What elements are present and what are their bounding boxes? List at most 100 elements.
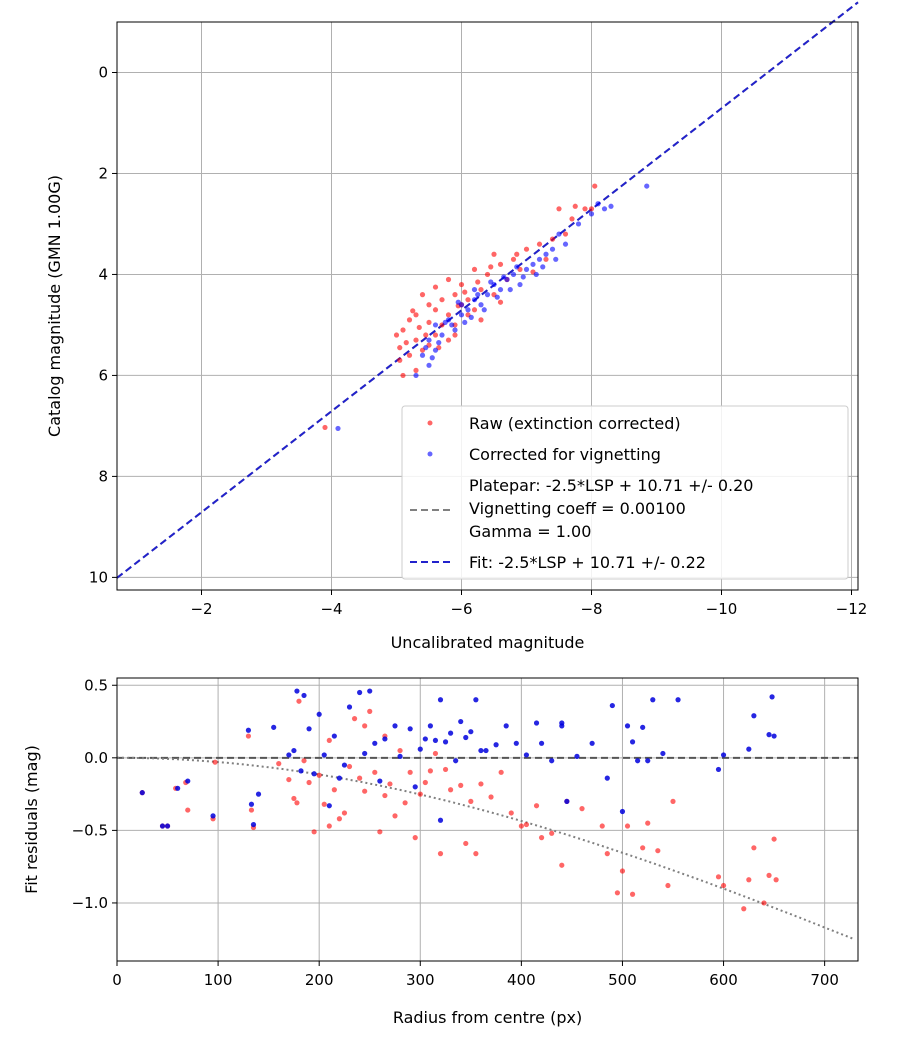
raw-residual-point bbox=[392, 813, 398, 819]
raw-residual-point bbox=[771, 836, 777, 842]
corrected-point bbox=[471, 286, 478, 293]
raw-point bbox=[588, 206, 595, 212]
y-tick-label: 8 bbox=[98, 467, 108, 485]
raw-residual-point bbox=[437, 851, 444, 857]
corrected-point bbox=[562, 241, 569, 247]
raw-point bbox=[465, 297, 471, 303]
raw-point bbox=[416, 324, 422, 331]
corrected-point bbox=[543, 251, 549, 257]
corrected-point bbox=[432, 347, 439, 353]
corrected-point bbox=[540, 264, 546, 270]
residuals-reference-lines bbox=[117, 756, 858, 941]
corrected-residual-point bbox=[715, 766, 722, 773]
corrected-residual-point bbox=[245, 727, 252, 733]
residuals-grid bbox=[116, 678, 858, 961]
legend-gamma-label: Gamma = 1.00 bbox=[469, 522, 591, 541]
corrected-residual-point bbox=[139, 790, 145, 796]
raw-residual-point bbox=[316, 772, 322, 778]
corrected-point bbox=[517, 281, 523, 288]
raw-residual-point bbox=[468, 798, 474, 804]
raw-residual-point bbox=[362, 788, 368, 794]
raw-residual-point bbox=[508, 810, 514, 816]
raw-residual-point bbox=[422, 779, 428, 786]
corrected-point bbox=[523, 266, 530, 272]
corrected-residual-point bbox=[604, 775, 610, 781]
corrected-point bbox=[449, 322, 455, 328]
raw-residual-point bbox=[773, 877, 779, 883]
x-tick-label: 200 bbox=[305, 971, 334, 989]
raw-residual-point bbox=[523, 821, 530, 828]
corrected-residual-point bbox=[463, 734, 469, 741]
raw-residual-point bbox=[624, 823, 631, 829]
corrected-residual-point bbox=[453, 758, 459, 764]
y-tick-label: −0.5 bbox=[72, 821, 108, 839]
legend-fit-label: Fit: -2.5*LSP + 10.71 +/- 0.22 bbox=[469, 553, 706, 572]
corrected-residual-point bbox=[291, 747, 297, 754]
raw-residual-point bbox=[331, 787, 337, 793]
raw-residual-point bbox=[533, 803, 540, 809]
corrected-residual-point bbox=[493, 742, 499, 748]
corrected-point bbox=[553, 256, 559, 262]
corrected-residual-point bbox=[538, 740, 545, 746]
corrected-point bbox=[488, 279, 494, 285]
raw-residual-point bbox=[741, 906, 747, 912]
raw-residual-point bbox=[402, 800, 408, 806]
corrected-residual-point bbox=[635, 758, 641, 764]
raw-residual-point bbox=[377, 829, 383, 835]
corrected-residual-point bbox=[468, 729, 474, 735]
raw-residual-point bbox=[619, 868, 626, 874]
calibration-points bbox=[322, 183, 650, 432]
raw-residual-point bbox=[301, 758, 307, 764]
raw-point bbox=[400, 372, 406, 379]
corrected-residual-point bbox=[397, 753, 403, 759]
raw-point bbox=[445, 276, 452, 283]
raw-residual-point bbox=[296, 698, 302, 704]
x-tick-label: 100 bbox=[204, 971, 233, 989]
raw-residual-point bbox=[336, 816, 343, 822]
raw-residual-point bbox=[645, 820, 651, 826]
raw-point bbox=[514, 251, 520, 257]
corrected-residual-point bbox=[751, 713, 757, 719]
residuals-x-ticks: 0 100 200 300 400 500 600 700 bbox=[112, 961, 839, 989]
corrected-residual-point bbox=[769, 694, 775, 700]
corrected-residual-point bbox=[640, 724, 646, 730]
corrected-residual-point bbox=[164, 823, 171, 829]
raw-residual-point bbox=[397, 747, 403, 754]
raw-point bbox=[592, 183, 598, 189]
raw-point bbox=[426, 302, 432, 308]
raw-residual-point bbox=[478, 781, 484, 787]
corrected-residual-point bbox=[746, 746, 752, 752]
corrected-residual-point bbox=[392, 723, 398, 729]
corrected-residual-point bbox=[362, 750, 368, 757]
y-tick-label: 0.0 bbox=[84, 749, 108, 767]
raw-point bbox=[397, 357, 403, 363]
residuals-y-axis-label: Fit residuals (mag) bbox=[22, 745, 41, 894]
legend-platepar-label: Platepar: -2.5*LSP + 10.71 +/- 0.20 bbox=[469, 476, 753, 495]
y-tick-label: 0.5 bbox=[84, 676, 108, 694]
corrected-residual-point bbox=[422, 736, 428, 742]
raw-residual-point bbox=[382, 792, 388, 799]
raw-point bbox=[452, 332, 458, 338]
raw-point bbox=[432, 307, 439, 313]
y-tick-label: 2 bbox=[98, 164, 108, 182]
corrected-point bbox=[514, 264, 520, 270]
corrected-residual-point bbox=[407, 726, 413, 732]
raw-residual-point bbox=[614, 890, 621, 896]
raw-point bbox=[423, 332, 429, 338]
x-tick-label: 600 bbox=[709, 971, 738, 989]
corrected-point bbox=[556, 231, 562, 237]
corrected-residual-point bbox=[771, 733, 777, 739]
raw-residual-point bbox=[326, 823, 332, 829]
legend-corrected-label: Corrected for vignetting bbox=[469, 445, 661, 464]
corrected-residual-point bbox=[336, 775, 343, 781]
raw-point bbox=[322, 424, 328, 431]
raw-point bbox=[471, 307, 478, 313]
corrected-residual-point bbox=[185, 778, 191, 784]
residuals-points bbox=[139, 688, 779, 912]
corrected-point bbox=[465, 307, 471, 313]
raw-residual-point bbox=[248, 807, 255, 813]
x-tick-label: −6 bbox=[450, 600, 472, 618]
corrected-point bbox=[468, 314, 474, 320]
raw-point bbox=[478, 317, 484, 323]
raw-residual-point bbox=[321, 801, 327, 807]
